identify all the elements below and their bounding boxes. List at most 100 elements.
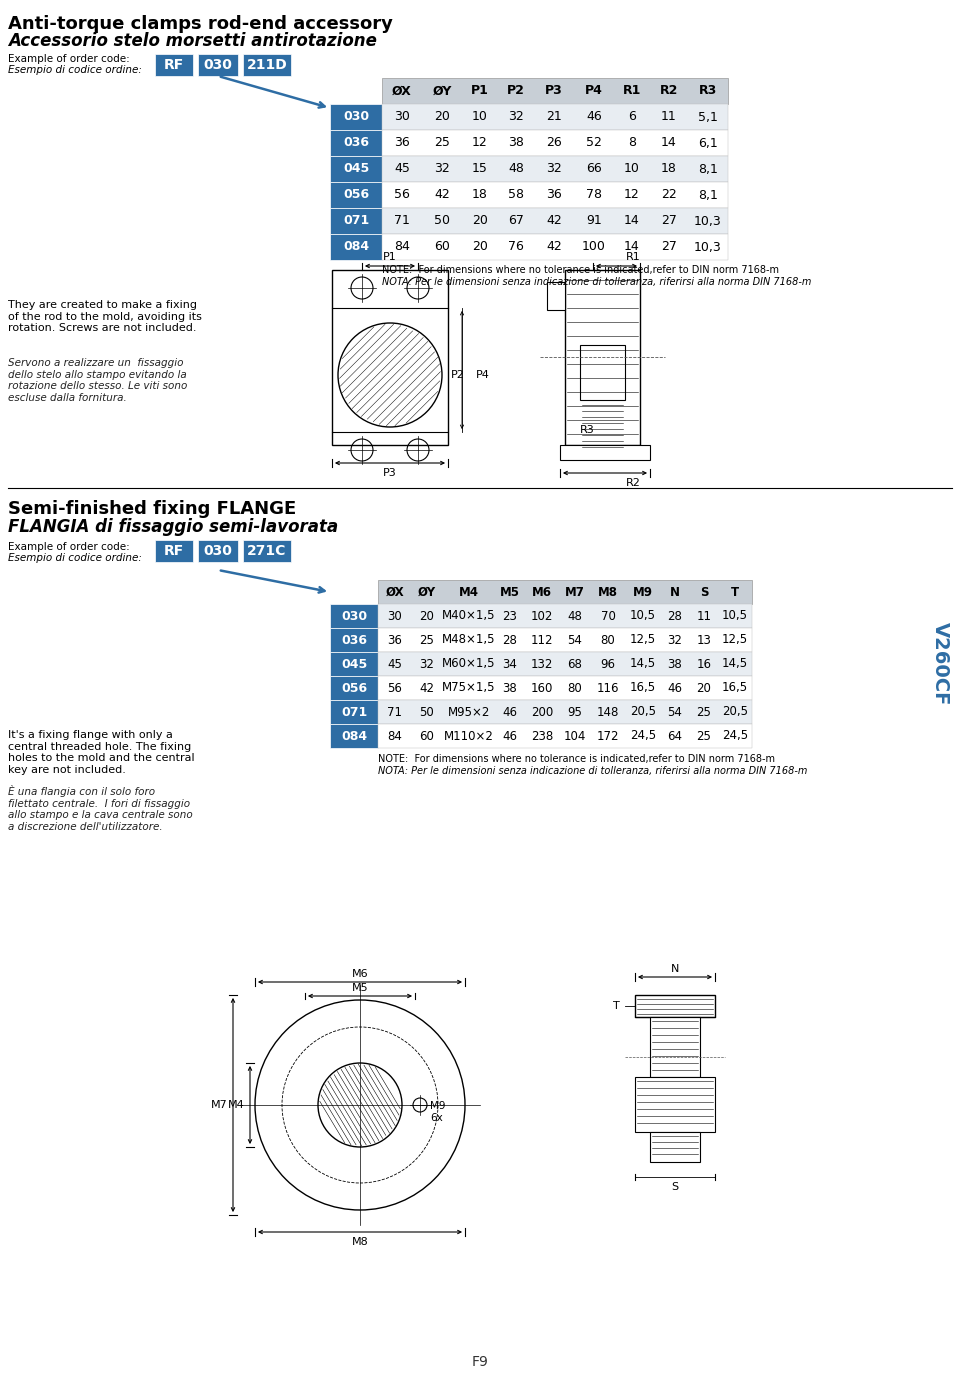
Bar	[565, 270, 640, 445]
Bar	[330, 156, 382, 182]
Bar	[243, 54, 291, 76]
Text: 28: 28	[503, 633, 517, 647]
Text: 18: 18	[661, 163, 677, 175]
Text: 030: 030	[204, 543, 232, 558]
Text: 42: 42	[546, 240, 562, 254]
Text: NOTA: Per le dimensioni senza indicazione di tolleranza, riferirsi alla norma DI: NOTA: Per le dimensioni senza indicazion…	[378, 765, 807, 776]
Text: 056: 056	[341, 681, 367, 695]
Text: 8: 8	[628, 137, 636, 149]
Text: 18: 18	[472, 189, 488, 201]
Text: NOTE:  For dimensions where no tolerance is indicated,refer to DIN norm 7168-m: NOTE: For dimensions where no tolerance …	[378, 754, 775, 764]
Bar	[382, 234, 728, 261]
Text: 36: 36	[546, 189, 562, 201]
Text: N: N	[670, 586, 680, 598]
Text: Servono a realizzare un  fissaggio
dello stelo allo stampo evitando la
rotazione: Servono a realizzare un fissaggio dello …	[8, 359, 187, 403]
Text: 5,1: 5,1	[698, 110, 718, 124]
Text: 10,3: 10,3	[694, 240, 722, 254]
Text: 42: 42	[546, 215, 562, 228]
Text: 036: 036	[341, 633, 367, 647]
Text: 91: 91	[587, 215, 602, 228]
Text: 36: 36	[388, 633, 402, 647]
Text: T: T	[613, 1001, 620, 1011]
Text: Semi-finished fixing FLANGE: Semi-finished fixing FLANGE	[8, 501, 297, 519]
Text: Esempio di codice ordine:: Esempio di codice ordine:	[8, 553, 142, 563]
Text: 60: 60	[420, 729, 435, 742]
Text: 12: 12	[472, 137, 488, 149]
Bar	[378, 581, 752, 604]
Text: 10,5: 10,5	[630, 610, 656, 622]
Text: 12,5: 12,5	[630, 633, 656, 647]
Text: 32: 32	[434, 163, 450, 175]
Text: 24,5: 24,5	[722, 729, 748, 742]
Text: M7: M7	[565, 586, 585, 598]
Text: 071: 071	[341, 706, 367, 718]
Text: 20: 20	[472, 240, 488, 254]
Text: 68: 68	[567, 658, 583, 670]
Text: ØX: ØX	[392, 84, 412, 98]
Text: 12,5: 12,5	[722, 633, 748, 647]
Text: 46: 46	[667, 681, 683, 695]
Text: 25: 25	[697, 729, 711, 742]
Text: Esempio di codice ordine:: Esempio di codice ordine:	[8, 65, 142, 74]
Text: P4: P4	[585, 84, 603, 98]
Text: 32: 32	[508, 110, 524, 124]
Bar	[650, 1132, 700, 1162]
Text: 030: 030	[204, 58, 232, 72]
Text: 10,3: 10,3	[694, 215, 722, 228]
Text: 42: 42	[420, 681, 435, 695]
Text: 50: 50	[434, 215, 450, 228]
Text: P2: P2	[507, 84, 525, 98]
Text: 46: 46	[502, 706, 517, 718]
Text: 32: 32	[420, 658, 435, 670]
Bar	[332, 270, 448, 445]
Text: 16: 16	[697, 658, 711, 670]
Text: 30: 30	[394, 110, 410, 124]
Bar	[378, 627, 752, 652]
Text: M95×2: M95×2	[447, 706, 491, 718]
Text: 25: 25	[434, 137, 450, 149]
Text: M9: M9	[633, 586, 653, 598]
Bar	[330, 604, 378, 627]
Text: They are created to make a fixing
of the rod to the mold, avoiding its
rotation.: They are created to make a fixing of the…	[8, 301, 202, 334]
Text: 045: 045	[343, 163, 370, 175]
Text: 60: 60	[434, 240, 450, 254]
Text: 36: 36	[395, 137, 410, 149]
Text: 48: 48	[508, 163, 524, 175]
Bar	[382, 79, 728, 103]
Text: 45: 45	[388, 658, 402, 670]
Bar	[382, 130, 728, 156]
Text: 100: 100	[582, 240, 606, 254]
Bar	[330, 130, 382, 156]
Text: 78: 78	[586, 189, 602, 201]
Text: 14,5: 14,5	[630, 658, 656, 670]
Text: 148: 148	[597, 706, 619, 718]
Text: M75×1,5: M75×1,5	[443, 681, 495, 695]
Text: T: T	[731, 586, 739, 598]
Bar	[378, 724, 752, 747]
Text: Anti-torque clamps rod-end accessory: Anti-torque clamps rod-end accessory	[8, 15, 393, 33]
Bar	[155, 54, 193, 76]
Text: P2: P2	[451, 370, 465, 381]
Bar	[330, 676, 378, 701]
Text: 27: 27	[661, 215, 677, 228]
Text: 160: 160	[531, 681, 553, 695]
Text: 14: 14	[661, 137, 677, 149]
Text: È una flangia con il solo foro
filettato centrale.  I fori di fissaggio
allo sta: È una flangia con il solo foro filettato…	[8, 785, 193, 832]
Text: 6,1: 6,1	[698, 137, 718, 149]
Text: 50: 50	[420, 706, 434, 718]
Text: 132: 132	[531, 658, 553, 670]
Text: 67: 67	[508, 215, 524, 228]
Text: FLANGIA di fissaggio semi-lavorata: FLANGIA di fissaggio semi-lavorata	[8, 519, 338, 536]
Text: 20: 20	[420, 610, 435, 622]
Text: 28: 28	[667, 610, 683, 622]
Bar	[198, 541, 238, 563]
Text: 14: 14	[624, 215, 640, 228]
Text: 20: 20	[697, 681, 711, 695]
Text: P1: P1	[471, 84, 489, 98]
Text: 071: 071	[343, 215, 370, 228]
Text: ØY: ØY	[432, 84, 452, 98]
Text: 045: 045	[341, 658, 367, 670]
Text: 26: 26	[546, 137, 562, 149]
Text: 14: 14	[624, 240, 640, 254]
Text: 95: 95	[567, 706, 583, 718]
